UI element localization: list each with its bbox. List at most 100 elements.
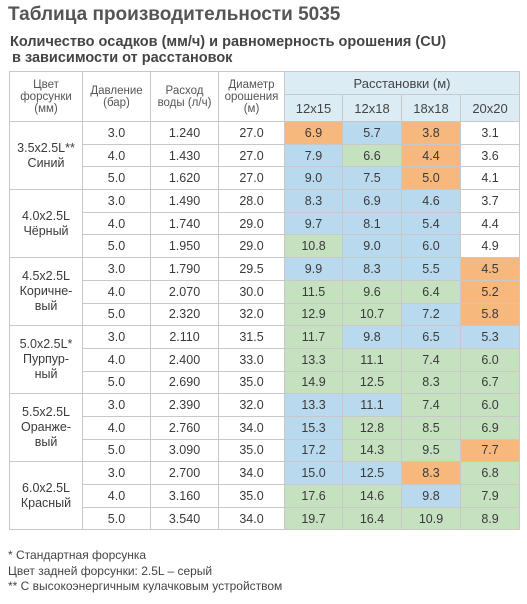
header-flow: Расход воды (л/ч) [150, 71, 219, 122]
precipitation-cell: 8.3 [401, 370, 461, 395]
flow-cell: 2.070 [150, 279, 219, 304]
nozzle-label-line-2: Оранже- [20, 420, 71, 435]
precipitation-cell: 7.4 [401, 393, 461, 417]
pressure-cell: 5.0 [82, 370, 151, 395]
precipitation-cell: 17.2 [284, 438, 343, 463]
precipitation-cell: 8.3 [342, 257, 402, 281]
diameter-cell: 27.0 [218, 143, 285, 168]
precipitation-cell: 9.5 [401, 438, 461, 463]
nozzle-label-line-1: 6.0x2.5L [22, 480, 70, 495]
pressure-cell: 5.0 [82, 506, 151, 531]
nozzle-cell: 5.5x2.5L Оранже-вый [9, 393, 83, 463]
precipitation-cell: 11.7 [284, 325, 343, 349]
diameter-cell: 33.0 [218, 347, 285, 372]
diameter-cell: 27.0 [218, 166, 285, 191]
precipitation-cell: 8.3 [284, 189, 343, 213]
diameter-cell: 28.0 [218, 189, 285, 213]
header-diameter: Диаметр орошения (м) [218, 71, 285, 122]
header-pressure: Давление (бар) [82, 71, 151, 122]
diameter-cell: 34.0 [218, 506, 285, 531]
header-spacing-12x18: 12x18 [342, 94, 402, 122]
pressure-cell: 4.0 [82, 279, 151, 304]
nozzle-label-line-2: Чёрный [23, 223, 69, 238]
precipitation-cell: 3.8 [401, 121, 461, 145]
nozzle-label-line-1: 5.0x2.5L* [19, 337, 73, 352]
performance-table: Цвет форсунки (мм) Давление (бар) Расход… [9, 71, 521, 531]
precipitation-cell: 8.3 [401, 461, 461, 485]
flow-cell: 1.490 [150, 189, 219, 213]
precipitation-cell: 7.5 [342, 166, 402, 191]
table-row: 4.0 2.760 34.0 15.3 12.8 8.5 6.9 [10, 415, 521, 440]
table-row: 6.0x2.5L Красный 3.0 2.700 34.0 15.0 12.5 8.3 6.… [9, 461, 521, 531]
table-row: 5.0 1.950 29.0 10.8 9.0 6.0 4.9 [10, 234, 521, 259]
flow-cell: 1.740 [150, 211, 219, 236]
table-row: 5.0 3.540 34.0 19.7 16.4 10.9 8.9 [10, 506, 521, 531]
flow-cell: 3.540 [150, 506, 219, 531]
nozzle-label-line-3: вый [34, 299, 58, 314]
page-subtitle: Количество осадков (мм/ч) и равномерност… [10, 34, 446, 66]
subtitle-line-2: в зависимости от расстановок [12, 50, 233, 66]
table-row: 5.0 2.320 32.0 12.9 10.7 7.2 5.8 [10, 302, 521, 327]
diameter-cell: 30.0 [218, 279, 285, 304]
precipitation-cell: 4.9 [459, 234, 521, 259]
pressure-cell: 3.0 [82, 325, 151, 349]
precipitation-cell: 5.5 [401, 257, 461, 281]
flow-cell: 1.790 [150, 257, 219, 281]
precipitation-cell: 7.9 [459, 484, 521, 508]
pressure-cell: 3.0 [82, 461, 151, 485]
flow-cell: 1.430 [150, 143, 219, 168]
table-row: 4.0 1.740 29.0 9.7 8.1 5.4 4.4 [10, 211, 521, 236]
diameter-cell: 29.5 [218, 257, 285, 281]
nozzle-label-line-2: Пурпур- [22, 352, 70, 367]
table-row: 5.0 1.620 27.0 9.0 7.5 5.0 4.1 [10, 166, 521, 191]
flow-cell: 2.690 [150, 370, 219, 395]
flow-cell: 2.760 [150, 415, 219, 440]
precipitation-cell: 5.8 [459, 302, 521, 327]
precipitation-cell: 8.9 [459, 506, 521, 531]
precipitation-cell: 7.2 [401, 302, 461, 327]
subtitle-line-1: Количество осадков (мм/ч) и равномерност… [10, 34, 447, 50]
precipitation-cell: 15.0 [284, 461, 343, 485]
table-row: 5.5x2.5L Оранже-вый 3.0 2.390 32.0 13.3 11.1 7.… [9, 393, 521, 463]
diameter-cell: 35.0 [218, 484, 285, 508]
diameter-cell: 35.0 [218, 370, 285, 395]
precipitation-cell: 12.5 [342, 461, 402, 485]
precipitation-cell: 6.0 [459, 347, 521, 372]
precipitation-cell: 12.5 [342, 370, 402, 395]
pressure-cell: 4.0 [82, 143, 151, 168]
diameter-cell: 32.0 [218, 302, 285, 327]
table-row: 4.0 1.430 27.0 7.9 6.6 4.4 3.6 [10, 143, 521, 168]
table-row: 4.0x2.5L Чёрный 3.0 1.490 28.0 8.3 6.9 4.6 3.7 [9, 189, 521, 259]
precipitation-cell: 6.9 [459, 415, 521, 440]
nozzle-cell: 6.0x2.5L Красный [9, 461, 83, 531]
precipitation-cell: 9.0 [342, 234, 402, 259]
diameter-cell: 35.0 [218, 438, 285, 463]
precipitation-cell: 8.1 [342, 211, 402, 236]
precipitation-cell: 6.8 [459, 461, 521, 485]
precipitation-cell: 7.9 [284, 143, 343, 168]
precipitation-cell: 14.3 [342, 438, 402, 463]
nozzle-cell: 5.0x2.5L* Пурпур-ный [9, 325, 83, 395]
diameter-cell: 27.0 [218, 121, 285, 145]
diameter-cell: 32.0 [218, 393, 285, 417]
precipitation-cell: 10.8 [284, 234, 343, 259]
diameter-cell: 34.0 [218, 415, 285, 440]
table-row: 5.0 2.690 35.0 14.9 12.5 8.3 6.7 [10, 370, 521, 395]
nozzle-cell: 3.5x2.5L** Синий [9, 120, 83, 191]
precipitation-cell: 12.9 [284, 302, 343, 327]
precipitation-cell: 3.7 [459, 189, 521, 213]
flow-cell: 2.700 [150, 461, 219, 485]
precipitation-cell: 3.6 [459, 143, 521, 168]
precipitation-cell: 7.4 [401, 347, 461, 372]
precipitation-cell: 9.6 [342, 279, 402, 304]
precipitation-cell: 13.3 [284, 347, 343, 372]
diameter-cell: 29.0 [218, 234, 285, 259]
pressure-cell: 3.0 [82, 257, 151, 281]
precipitation-cell: 5.3 [459, 325, 521, 349]
footnotes: * Стандартная форсунка Цвет задней форсу… [8, 548, 282, 595]
precipitation-cell: 9.8 [401, 484, 461, 508]
precipitation-cell: 6.0 [401, 234, 461, 259]
nozzle-cell: 4.5x2.5L Коричне-вый [9, 257, 83, 327]
header-spacing-18x18: 18x18 [401, 94, 461, 122]
table-row: 5.0 3.090 35.0 17.2 14.3 9.5 7.7 [10, 438, 521, 463]
